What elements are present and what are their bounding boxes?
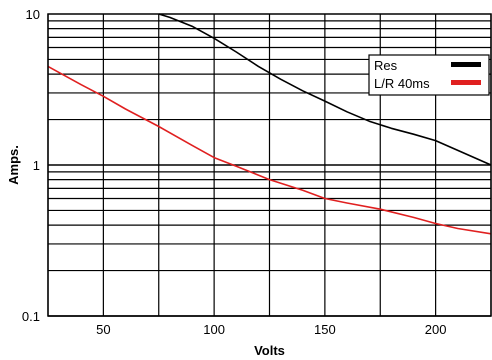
legend: Res L/R 40ms bbox=[368, 54, 490, 96]
x-tick-label: 200 bbox=[425, 322, 447, 337]
series-line-2 bbox=[47, 65, 492, 235]
plot-frame bbox=[47, 13, 492, 317]
tick-labels: 50 100 150 200 0.1 1 10 bbox=[22, 7, 447, 337]
y-tick-label: 0.1 bbox=[22, 309, 40, 324]
x-tick-label: 150 bbox=[314, 322, 336, 337]
x-tick-label: 50 bbox=[96, 322, 110, 337]
legend-label: Res bbox=[374, 58, 398, 73]
legend-swatch bbox=[451, 80, 481, 85]
x-tick-label: 100 bbox=[203, 322, 225, 337]
y-tick-label: 10 bbox=[26, 7, 40, 22]
y-tick-label: 1 bbox=[33, 158, 40, 173]
series-lines bbox=[47, 13, 492, 235]
series-line-1 bbox=[158, 13, 492, 166]
legend-box bbox=[368, 54, 490, 96]
legend-label: L/R 40ms bbox=[374, 76, 430, 91]
legend-swatch bbox=[451, 62, 481, 67]
y-axis-title: Amps. bbox=[6, 145, 21, 185]
x-axis-title: Volts bbox=[254, 343, 285, 358]
